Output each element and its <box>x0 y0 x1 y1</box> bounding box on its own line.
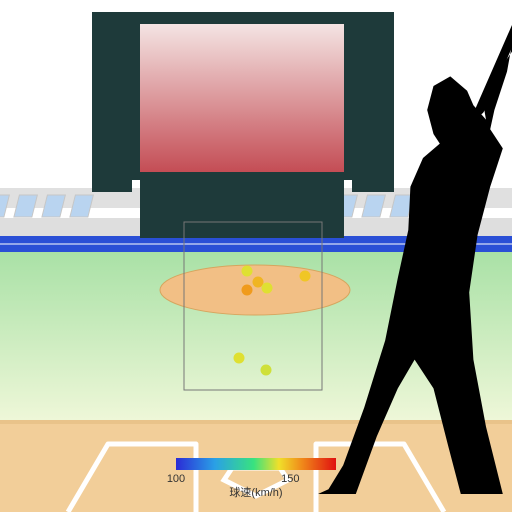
pitch-point <box>262 283 273 294</box>
pitch-point <box>234 353 245 364</box>
chart-svg: 100 150球速(km/h) <box>0 0 512 512</box>
legend-tick: 100 <box>167 473 185 485</box>
pitch-point <box>300 271 311 282</box>
pitch-location-chart: 100 150球速(km/h) <box>0 0 512 512</box>
pitch-point <box>253 277 264 288</box>
legend-label: 球速(km/h) <box>229 485 282 499</box>
speed-colorbar <box>176 458 336 470</box>
legend-tick: 150 <box>281 473 299 485</box>
pitch-point <box>242 285 253 296</box>
pitch-point <box>242 266 253 277</box>
pitch-point <box>261 365 272 376</box>
